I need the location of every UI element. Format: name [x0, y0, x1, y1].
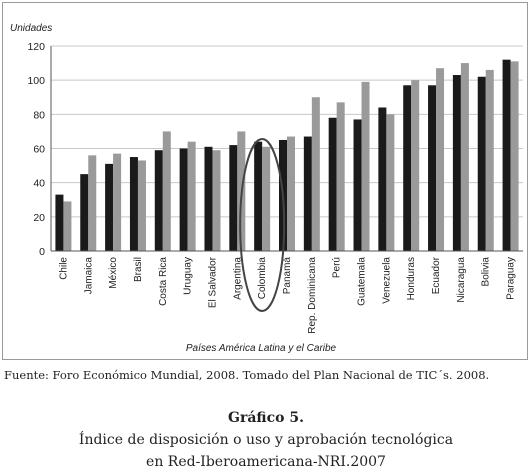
bar-s2-jamaica — [88, 155, 97, 251]
y-tick-label: 20 — [33, 212, 45, 224]
bar-s1-honduras — [403, 85, 412, 252]
bar-s2-per- — [336, 102, 345, 251]
y-tick-label: 60 — [33, 144, 45, 156]
bar-s1-brasil — [129, 157, 138, 251]
bar-s2-uruguay — [187, 141, 196, 251]
x-tick-label: Ecuador — [431, 256, 442, 294]
bar-s2-nicaragua — [460, 63, 469, 252]
bar-s2-colombia — [262, 146, 271, 251]
x-tick-label: México — [108, 257, 119, 289]
highlight-ellipse — [239, 138, 286, 312]
x-axis-title: Países América Latina y el Caribe — [186, 343, 337, 354]
x-tick-label: Honduras — [406, 257, 417, 300]
bar-s1-per- — [328, 117, 337, 251]
bar-s1-colombia — [254, 141, 263, 251]
bar-s1-paraguay — [502, 59, 511, 251]
y-axis-title: Unidades — [10, 23, 52, 34]
bar-s2-paraguay — [510, 61, 519, 251]
axes — [50, 46, 523, 252]
x-tick-label: Panamá — [282, 257, 293, 295]
bar-s1-costa-rica — [154, 150, 163, 251]
x-tick-label: Paraguay — [506, 257, 517, 300]
bar-s1-jamaica — [80, 174, 89, 251]
bar-s2-guatemala — [361, 81, 370, 251]
bar-s1-rep-dominicana — [303, 136, 312, 251]
figure-number: Gráfico 5. — [228, 410, 304, 426]
x-tick-label: Venezuela — [381, 257, 392, 304]
bar-s2-bolivia — [485, 69, 494, 252]
x-tick-label: Bolivia — [481, 257, 492, 287]
bar-s2-panam- — [287, 136, 295, 251]
y-tick-label: 120 — [27, 41, 45, 53]
bar-s1-nicaragua — [452, 75, 461, 252]
bar-s1-uruguay — [179, 148, 188, 251]
source-note: Fuente: Foro Económico Mundial, 2008. To… — [4, 368, 528, 382]
x-tick-label: Brasil — [133, 257, 144, 282]
figure-title-line-1: Índice de disposición o uso y aprobación… — [78, 432, 454, 448]
x-tick-labels: Chile Jamaica México Brasil Costa Rica Urugua… — [58, 256, 516, 333]
bar-s2-brasil — [137, 160, 146, 251]
y-tick-label: 40 — [33, 178, 45, 190]
bar-s2-costa-rica — [162, 131, 171, 251]
x-tick-label: Argentina — [232, 257, 243, 300]
y-tick-label: 80 — [33, 109, 45, 121]
x-tick-label: Colombia — [257, 257, 268, 300]
bar-s1-venezuela — [378, 107, 387, 251]
bar-s2-el-salvador — [212, 150, 221, 251]
y-tick-label: 100 — [27, 75, 45, 87]
x-tick-label: El Salvador — [207, 256, 218, 308]
bars — [55, 59, 519, 252]
y-tick-label: 0 — [39, 246, 45, 258]
bar-chart: 0 20 40 60 80 100 120 Chile Jamaica México Brasil… — [10, 23, 523, 354]
x-tick-label: Guatemala — [357, 257, 368, 306]
bar-s2-ecuador — [436, 68, 445, 251]
x-tick-label: Uruguay — [183, 257, 194, 295]
source-label: Fuente: — [4, 368, 49, 382]
x-tick-label: Chile — [58, 257, 69, 280]
bar-s1-argentina — [229, 145, 238, 251]
x-tick-label: Rep. Dominicana — [307, 257, 318, 334]
x-tick-label: Perú — [332, 257, 343, 278]
bar-s1-m-xico — [105, 163, 114, 251]
bar-s1-ecuador — [428, 85, 437, 252]
bar-s2-rep-dominicana — [311, 97, 320, 251]
bar-s1-chile — [55, 194, 64, 251]
bar-s1-guatemala — [353, 119, 362, 251]
figure-title-line-2: en Red-Iberoamericana-NRI.2007 — [146, 454, 386, 470]
x-tick-label: Costa Rica — [158, 257, 169, 306]
x-tick-label: Nicaragua — [456, 257, 467, 303]
source-text: Foro Económico Mundial, 2008. Tomado del… — [48, 368, 490, 382]
bar-s1-el-salvador — [204, 146, 213, 251]
bar-s2-honduras — [411, 80, 420, 252]
y-tick-labels: 0 20 40 60 80 100 120 — [27, 41, 45, 258]
bar-s2-chile — [63, 201, 72, 251]
chart-frame: 0 20 40 60 80 100 120 Chile Jamaica México Brasil… — [2, 2, 528, 360]
bar-s1-bolivia — [477, 76, 486, 251]
bar-s2-venezuela — [386, 114, 395, 251]
bar-s2-m-xico — [113, 153, 122, 251]
x-tick-label: Jamaica — [83, 257, 94, 295]
